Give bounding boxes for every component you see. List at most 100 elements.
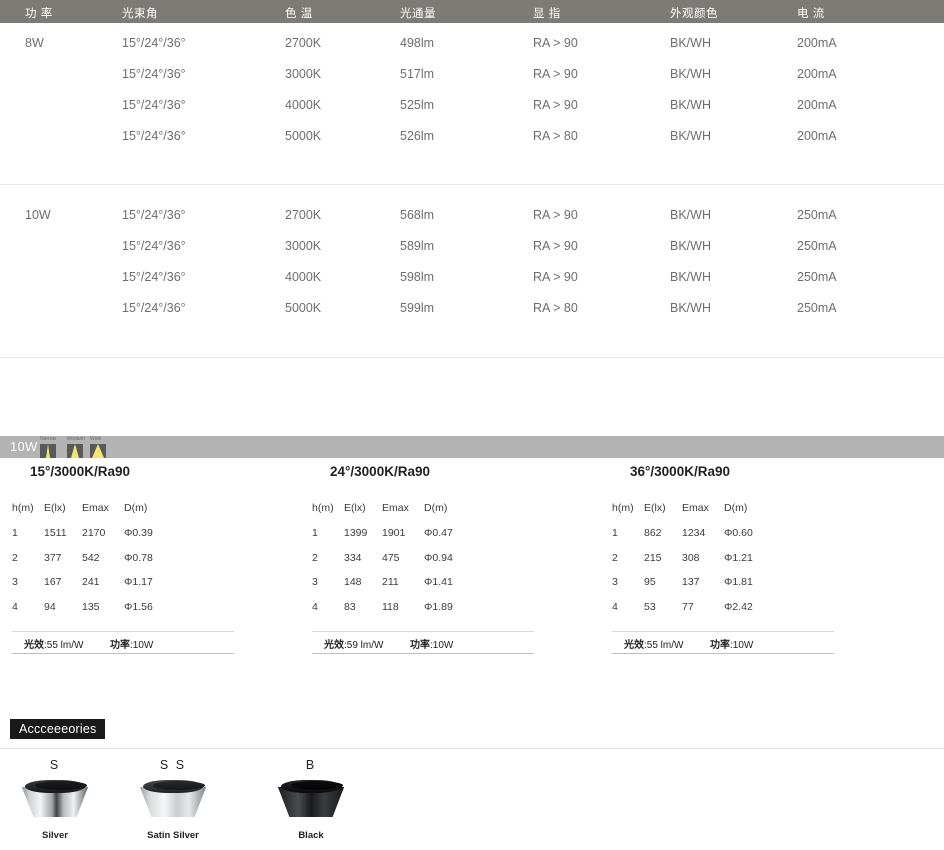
accessory-code: B (305, 758, 317, 772)
photometric-cell-e: 377 (44, 551, 62, 564)
cell-beam: 15°/24°/36° (122, 301, 186, 315)
table-row: 15°/24°/36° 5000K 526lm RA > 80 BK/WH 200mA (0, 129, 944, 160)
efficacy-value: 光效:59 lm/W (324, 636, 383, 651)
photometric-column-headers: h(m) E(lx) Emax D(m) (612, 502, 912, 527)
beam-icon-caption: Narrow (40, 436, 57, 442)
column-header-beam-angle: 光束角 (122, 8, 158, 20)
cell-beam: 15°/24°/36° (122, 129, 186, 143)
photometric-cell-d: Φ0.78 (124, 551, 153, 564)
power-label: 功率 (410, 640, 430, 651)
photometric-cell-d: Φ1.56 (124, 600, 153, 613)
photometric-row: 2 334 475 Φ0.94 (312, 552, 612, 577)
cell-cct: 4000K (285, 98, 322, 112)
cell-beam: 15°/24°/36° (122, 239, 186, 253)
photometric-row: 1 1511 2170 Φ0.39 (12, 527, 312, 552)
photometric-row: 4 94 135 Φ1.56 (12, 601, 312, 626)
cell-flux: 568lm (400, 208, 435, 222)
cell-cct: 2700K (285, 36, 322, 50)
efficacy-value: 光效:55 lm/W (24, 636, 83, 651)
cell-current: 200mA (797, 129, 837, 143)
photometric-cell-h: 4 (12, 600, 18, 613)
photometric-cell-emax: 137 (682, 576, 700, 588)
column-header-cct: 色 温 (285, 8, 313, 20)
photometric-cell-emax: 475 (382, 551, 400, 564)
cell-color: BK/WH (670, 270, 711, 284)
cell-color: BK/WH (670, 239, 711, 253)
photometric-cell-h: 3 (312, 576, 318, 588)
photometric-cell-e: 83 (344, 600, 356, 613)
photometric-row: 1 1399 1901 Φ0.47 (312, 527, 612, 552)
photometric-col-1: E(lx) (44, 502, 66, 514)
table-row: 15°/24°/36° 5000K 599lm RA > 80 BK/WH 250mA (0, 301, 944, 332)
accessory-code: S (49, 758, 61, 772)
photometric-column-headers: h(m) E(lx) Emax D(m) (12, 502, 312, 527)
photometric-cell-emax: 135 (82, 600, 100, 613)
photometric-title: 36°/3000K/Ra90 (630, 464, 730, 479)
photometric-cell-emax: 1234 (682, 527, 706, 539)
photometric-cell-e: 53 (644, 600, 656, 613)
beam-wide-icon (90, 444, 106, 458)
accessory-name: Satin Silver (147, 830, 199, 841)
cell-current: 200mA (797, 67, 837, 81)
cell-current: 200mA (797, 36, 837, 50)
cell-cri: RA > 90 (533, 270, 578, 284)
photometric-cell-d: Φ1.17 (124, 576, 153, 588)
efficacy-label: 光效 (624, 640, 644, 651)
reflector-icon (19, 780, 91, 824)
cell-flux: 598lm (400, 270, 435, 284)
accessory-code: S S (159, 758, 187, 772)
section-divider (0, 184, 944, 185)
beam-icon-caption: Wide (90, 436, 102, 442)
accessory-item[interactable]: B Black (256, 758, 366, 841)
column-header-power: 功 率 (25, 8, 53, 20)
cell-current: 200mA (797, 98, 837, 112)
photometric-cell-d: Φ0.94 (424, 551, 453, 564)
reflector-aperture (35, 781, 87, 790)
photometric-col-1: E(lx) (344, 502, 366, 514)
accessory-item[interactable]: S S Satin Silver (118, 758, 228, 841)
photometric-cell-emax: 77 (682, 600, 694, 613)
accessory-name: Black (298, 830, 324, 841)
photometric-title: 24°/3000K/Ra90 (330, 464, 430, 479)
beam-cone-shape (92, 444, 104, 458)
cell-power: 8W (25, 36, 44, 50)
photometric-col-0: h(m) (612, 502, 634, 514)
photometric-block: 36°/3000K/Ra90 h(m) E(lx) Emax D(m) 1 862 1234 Φ… (612, 464, 912, 654)
photometric-cell-h: 4 (612, 600, 618, 613)
photometric-row: 4 53 77 Φ2.42 (612, 601, 912, 626)
efficacy-number: :55 lm/W (644, 640, 684, 651)
beam-bar-power-label: 10W (10, 439, 38, 454)
photometric-row: 3 95 137 Φ1.81 (612, 576, 912, 601)
beam-medium-icon (67, 444, 83, 458)
photometric-col-0: h(m) (12, 502, 34, 514)
efficacy-number: :55 lm/W (44, 640, 84, 651)
photometric-cell-emax: 2170 (82, 527, 106, 539)
photometric-cell-d: Φ1.81 (724, 576, 753, 588)
cell-cct: 2700K (285, 208, 322, 222)
photometric-col-1: E(lx) (644, 502, 666, 514)
photometric-col-3: D(m) (424, 502, 448, 514)
reflector-icon (275, 780, 347, 824)
power-value: 功率:10W (410, 636, 453, 651)
photometric-cell-h: 3 (612, 576, 618, 588)
cell-cri: RA > 90 (533, 239, 578, 253)
photometric-column-headers: h(m) E(lx) Emax D(m) (312, 502, 612, 527)
cell-current: 250mA (797, 208, 837, 222)
cell-current: 250mA (797, 239, 837, 253)
photometric-cell-d: Φ0.39 (124, 527, 153, 539)
cell-color: BK/WH (670, 129, 711, 143)
reflector-rim (143, 780, 205, 793)
power-value: 功率:10W (710, 636, 753, 651)
accessory-item[interactable]: S Silver (0, 758, 110, 841)
cell-cct: 5000K (285, 129, 322, 143)
accessories-badge: Accceeeories (10, 719, 106, 739)
beam-cone-shape (71, 444, 79, 458)
column-header-cri: 显 指 (533, 8, 561, 20)
reflector-aperture (153, 781, 205, 790)
photometric-cell-h: 2 (612, 551, 618, 564)
photometric-cell-d: Φ1.21 (724, 551, 753, 564)
photometric-cell-h: 4 (312, 600, 318, 613)
cell-flux: 599lm (400, 301, 435, 315)
photometric-col-2: Emax (382, 502, 409, 514)
photometric-footer: 光效:55 lm/W 功率:10W (12, 631, 234, 654)
